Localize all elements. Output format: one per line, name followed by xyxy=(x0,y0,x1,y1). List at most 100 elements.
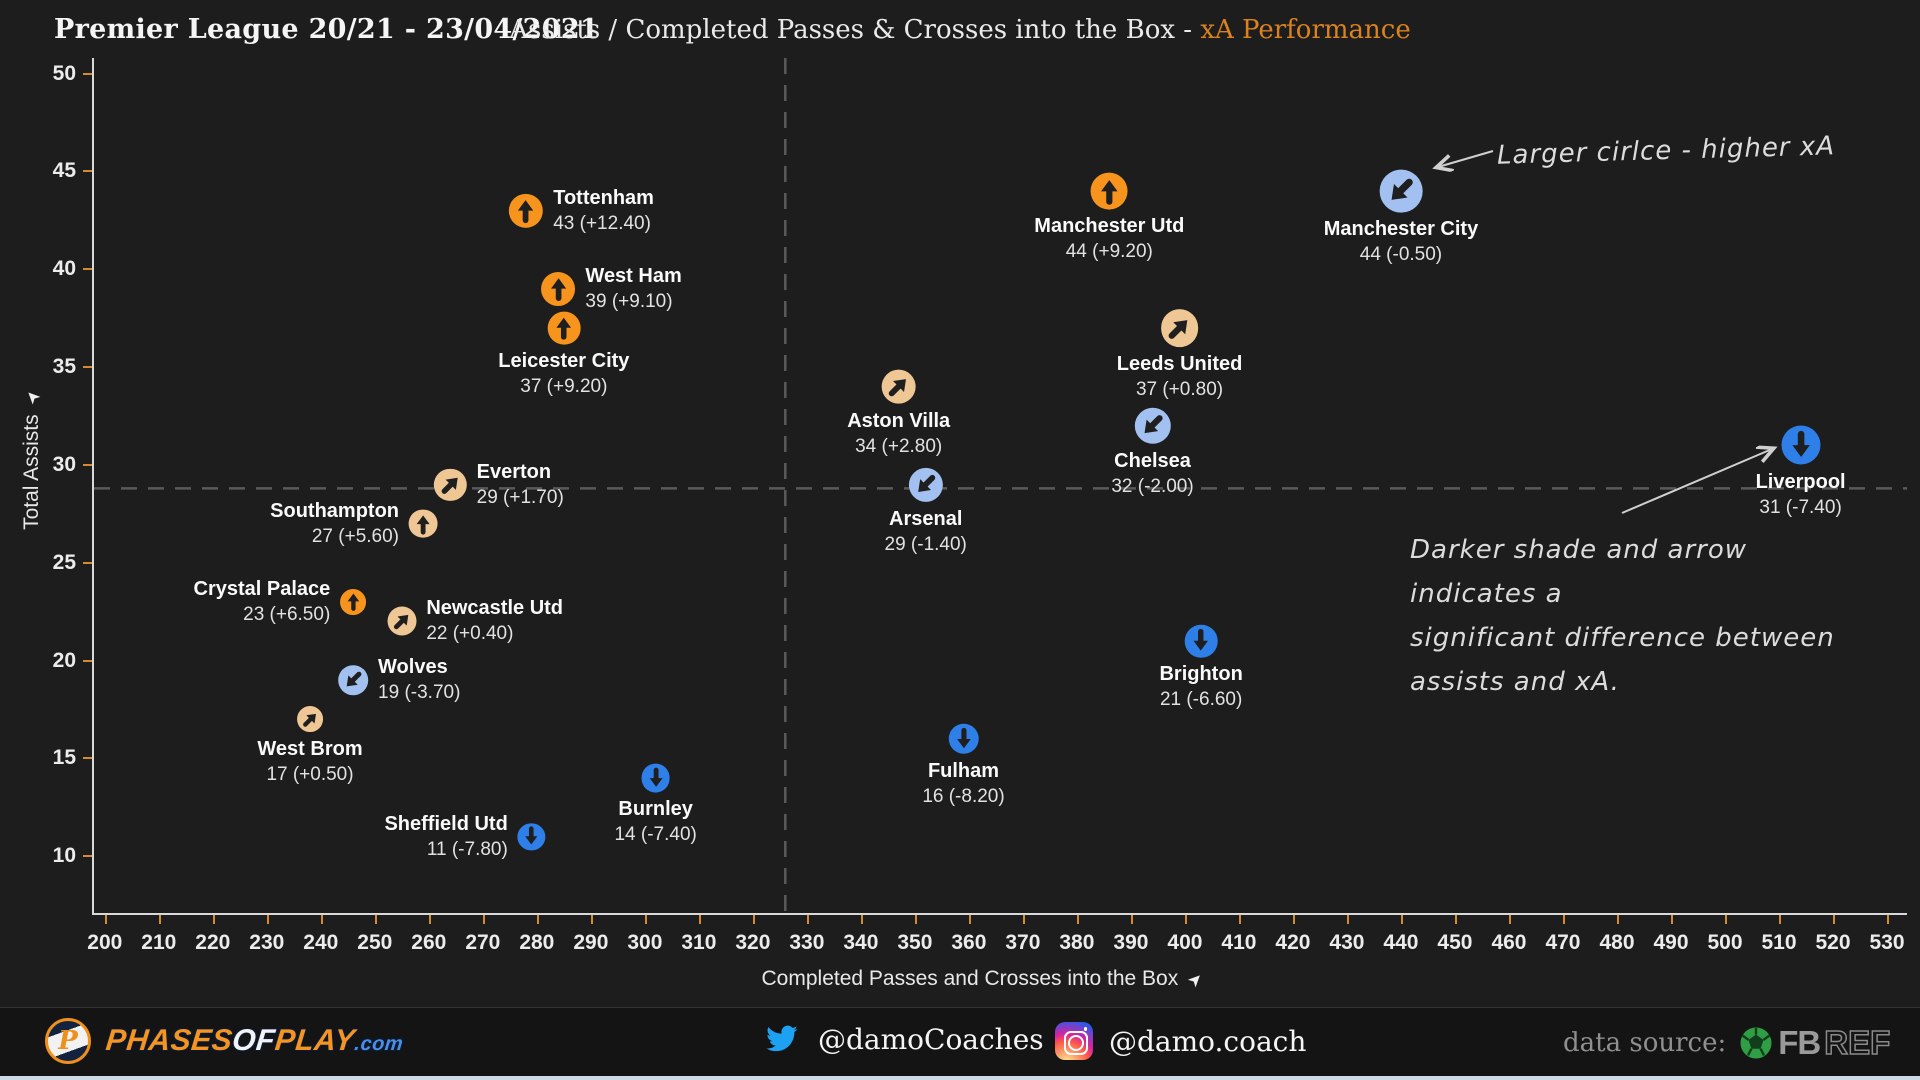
team-name: Leeds United xyxy=(1116,352,1243,375)
bottom-accent-strip xyxy=(0,1076,1920,1080)
team-name: Newcastle Utd xyxy=(426,597,564,620)
y-tick xyxy=(83,72,92,75)
team-marker xyxy=(387,606,417,636)
team-value: 23 (+6.50) xyxy=(243,603,331,625)
xa-arrow-icon xyxy=(518,200,534,224)
team-label: Chelsea 32 (-2.00) xyxy=(1111,449,1193,499)
team-marker xyxy=(340,588,367,615)
x-tick xyxy=(266,915,269,924)
y-tick xyxy=(83,268,92,271)
x-tick xyxy=(1346,915,1349,924)
team-value: 27 (+5.60) xyxy=(311,525,400,547)
team-marker xyxy=(517,823,546,851)
xa-arrow-icon xyxy=(1193,629,1209,651)
team-label: Manchester City 44 (-0.50) xyxy=(1324,217,1479,267)
xa-arrow-icon xyxy=(1391,178,1413,201)
y-tick xyxy=(83,561,92,564)
x-tick-label: 340 xyxy=(843,931,879,954)
x-tick xyxy=(1076,915,1079,924)
team-value: 34 (+2.80) xyxy=(855,436,943,458)
team-marker xyxy=(1160,309,1199,347)
phasesofplay-logo-icon: P xyxy=(45,1018,91,1064)
team-label: Southampton 27 (+5.60) xyxy=(270,499,399,549)
x-tick xyxy=(1616,915,1619,924)
x-tick xyxy=(158,915,161,924)
x-tick xyxy=(968,915,971,924)
team-marker xyxy=(338,665,369,695)
x-tick-label: 330 xyxy=(789,931,825,954)
xa-arrow-icon xyxy=(302,713,316,727)
y-tick xyxy=(83,855,92,858)
xa-arrow-icon xyxy=(556,318,572,340)
team-marker xyxy=(881,369,917,405)
x-tick xyxy=(1400,915,1403,924)
instagram-icon xyxy=(1055,1022,1093,1060)
x-tick-label: 250 xyxy=(357,931,393,954)
xa-arrow-icon xyxy=(956,727,971,749)
x-tick xyxy=(698,915,701,924)
team-value: 37 (+9.20) xyxy=(520,376,608,398)
team-marker xyxy=(1090,172,1128,210)
phasesofplay-wordmark: PHASESOFPLAY.com xyxy=(104,1024,405,1057)
y-tick-label: 15 xyxy=(52,746,76,770)
y-tick xyxy=(83,659,92,662)
team-name: Arsenal xyxy=(889,507,963,530)
x-tick xyxy=(428,915,431,924)
x-tick-label: 460 xyxy=(1491,931,1527,954)
team-label: West Brom 17 (+0.50) xyxy=(257,737,362,787)
twitter-handle-group: @damoCoaches xyxy=(762,1022,1044,1056)
x-tick-label: 480 xyxy=(1599,931,1635,954)
y-tick xyxy=(83,463,92,466)
team-name: Southampton xyxy=(270,499,400,522)
team-name: Wolves xyxy=(378,656,448,679)
team-marker xyxy=(1781,425,1821,465)
x-tick-label: 430 xyxy=(1329,931,1365,954)
x-tick-label: 310 xyxy=(681,931,717,954)
x-tick-label: 350 xyxy=(897,931,933,954)
instagram-handle: @damo.coach xyxy=(1109,1024,1307,1058)
y-tick-label: 35 xyxy=(52,355,76,379)
xa-arrow-icon xyxy=(918,474,936,492)
footer-bar: P PHASESOFPLAY.com @damoCoaches @damo.co… xyxy=(0,1007,1920,1076)
xa-arrow-icon xyxy=(649,767,663,787)
team-label: Burnley 14 (-7.40) xyxy=(614,797,696,847)
team-label: Tottenham 43 (+12.40) xyxy=(553,186,654,236)
x-tick xyxy=(860,915,863,924)
team-label: Leeds United 37 (+0.80) xyxy=(1117,352,1243,402)
team-label: Everton 29 (+1.70) xyxy=(477,460,564,510)
team-marker xyxy=(641,763,671,793)
y-tick-label: 25 xyxy=(52,550,76,574)
x-tick xyxy=(320,915,323,924)
x-tick-label: 200 xyxy=(87,931,123,954)
x-tick-label: 300 xyxy=(627,931,663,954)
x-tick xyxy=(536,915,539,924)
xa-arrow-icon xyxy=(1791,431,1810,458)
team-name: Liverpool xyxy=(1755,470,1846,493)
x-tick-label: 400 xyxy=(1167,931,1203,954)
fbref-ball-icon xyxy=(1740,1027,1772,1059)
team-label: West Ham 39 (+9.10) xyxy=(585,264,681,314)
y-tick-label: 50 xyxy=(52,61,76,85)
x-tick xyxy=(752,915,755,924)
x-tick xyxy=(1779,915,1781,924)
team-value: 32 (-2.00) xyxy=(1111,476,1194,498)
x-tick xyxy=(374,915,377,924)
x-tick xyxy=(1184,915,1187,924)
team-value: 14 (-7.40) xyxy=(614,824,697,846)
dart-icon: ➤ xyxy=(20,385,45,410)
x-tick-label: 380 xyxy=(1059,931,1095,954)
team-label: Liverpool 31 (-7.40) xyxy=(1756,470,1846,520)
x-axis-title: Completed Passes and Crosses into the Bo… xyxy=(761,967,1207,992)
team-label: Newcastle Utd 22 (+0.40) xyxy=(426,596,563,646)
xa-arrow-icon xyxy=(346,671,362,687)
team-value: 44 (-0.50) xyxy=(1359,244,1443,266)
x-tick xyxy=(644,915,647,924)
x-tick xyxy=(1724,915,1727,924)
data-source-label: data source: xyxy=(1563,1028,1727,1058)
x-tick-label: 280 xyxy=(519,931,555,954)
dart-icon: ➤ xyxy=(1183,967,1207,992)
team-name: West Ham xyxy=(585,264,682,287)
team-value: 17 (+0.50) xyxy=(266,764,354,786)
x-tick xyxy=(590,915,593,924)
twitter-handle: @damoCoaches xyxy=(818,1022,1044,1056)
